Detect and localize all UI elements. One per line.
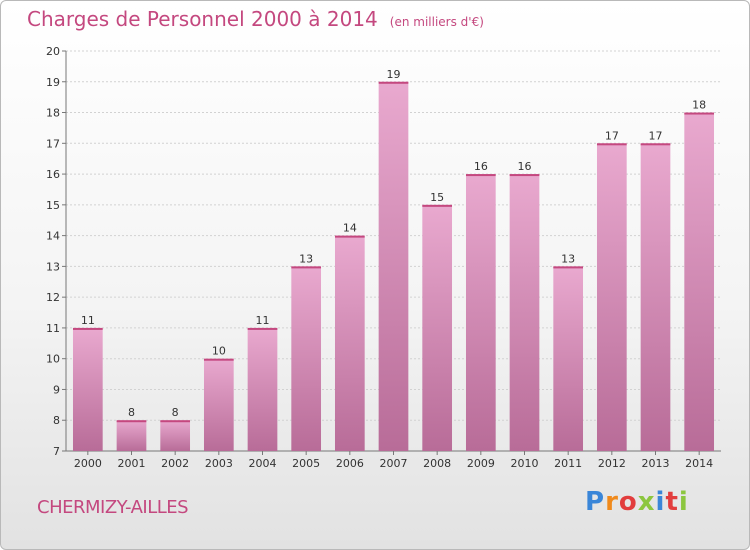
- x-tick-label: 2008: [423, 457, 451, 470]
- bar-top-edge: [596, 143, 627, 146]
- bar: [291, 266, 322, 451]
- bar: [553, 266, 584, 451]
- bar: [116, 420, 147, 451]
- x-tick-label: 2009: [467, 457, 495, 470]
- bar-top-edge: [378, 81, 409, 84]
- value-label: 8: [172, 406, 179, 419]
- y-tick-label: 14: [46, 230, 60, 243]
- value-label: 16: [474, 160, 488, 173]
- x-tick-labels: 2000 2001 2002 2003 2004 2005 2006 2007 2008 2009…: [74, 451, 713, 470]
- bar: [509, 174, 540, 452]
- y-tick-label: 10: [46, 353, 60, 366]
- x-tick-label: 2002: [161, 457, 189, 470]
- x-tick-label: 2014: [685, 457, 713, 470]
- bar-top-edge: [334, 235, 365, 238]
- x-tick-label: 2001: [118, 457, 146, 470]
- bar-top-edge: [116, 420, 147, 423]
- logo-letter: i: [655, 487, 666, 517]
- y-tick-label: 13: [46, 260, 60, 273]
- bar-top-edge: [640, 143, 671, 146]
- y-tick-labels: 7 8 9 10 11 12 13 14 15 16 17 18 19 20: [46, 45, 60, 458]
- value-label: 19: [387, 68, 401, 81]
- value-label: 8: [128, 406, 135, 419]
- value-label: 11: [81, 314, 95, 327]
- x-tick-label: 2005: [292, 457, 320, 470]
- y-tick-label: 20: [46, 45, 60, 58]
- value-labels: 11 8 8 10 11 13 14 19 15 16 16 13 17 17 18: [81, 68, 706, 419]
- bar: [247, 327, 278, 451]
- y-tick-label: 9: [53, 383, 60, 396]
- x-tick-label: 2003: [205, 457, 233, 470]
- logo-letter: o: [618, 487, 638, 517]
- value-label: 15: [430, 191, 444, 204]
- bar: [160, 420, 191, 451]
- bar-top-edge: [684, 112, 715, 115]
- x-tick-label: 2010: [511, 457, 539, 470]
- value-label: 17: [605, 129, 619, 142]
- logo-letter: P: [585, 487, 606, 517]
- bar-top-edge: [160, 420, 191, 423]
- value-label: 11: [256, 314, 270, 327]
- y-tick-label: 7: [53, 445, 60, 458]
- logo-letter: t: [665, 487, 679, 517]
- bar-top-edge: [465, 174, 496, 177]
- bar: [203, 358, 234, 451]
- y-tick-label: 18: [46, 107, 60, 120]
- chart-title-text: Charges de Personnel 2000 à 2014: [27, 7, 378, 31]
- bar-top-edge: [553, 266, 584, 269]
- y-tick-label: 17: [46, 137, 60, 150]
- logo-letter: r: [605, 487, 619, 517]
- y-tick-label: 8: [53, 414, 60, 427]
- bar: [640, 143, 671, 452]
- value-label: 10: [212, 345, 226, 358]
- bar: [465, 174, 496, 452]
- bar-top-edge: [509, 174, 540, 177]
- bar: [684, 112, 715, 452]
- bar: [334, 235, 365, 451]
- bar-top-edge: [422, 204, 453, 207]
- chart-title: Charges de Personnel 2000 à 2014 (en mill…: [27, 7, 484, 31]
- x-tick-label: 2000: [74, 457, 102, 470]
- chart-unit: (en milliers d'€): [389, 15, 484, 29]
- proxiti-logo: Proxiti: [585, 487, 689, 517]
- bar-top-edge: [203, 358, 234, 361]
- y-tick-label: 11: [46, 322, 60, 335]
- x-tick-label: 2007: [380, 457, 408, 470]
- commune-name: CHERMIZY-AILLES: [37, 497, 189, 518]
- logo-letter: i: [678, 487, 689, 517]
- value-label: 17: [649, 129, 663, 142]
- value-label: 13: [561, 252, 575, 265]
- y-tick-label: 16: [46, 168, 60, 181]
- bar: [378, 81, 409, 452]
- bar: [422, 204, 453, 451]
- value-label: 14: [343, 222, 357, 235]
- x-tick-label: 2012: [598, 457, 626, 470]
- x-tick-label: 2006: [336, 457, 364, 470]
- y-tick-label: 12: [46, 291, 60, 304]
- y-tick-label: 15: [46, 199, 60, 212]
- bars: [72, 81, 715, 452]
- bar: [596, 143, 627, 452]
- value-label: 18: [692, 99, 706, 112]
- x-tick-label: 2011: [554, 457, 582, 470]
- value-label: 16: [518, 160, 532, 173]
- logo-letter: x: [637, 487, 656, 517]
- y-tick-label: 19: [46, 76, 60, 89]
- value-label: 13: [299, 252, 313, 265]
- x-tick-label: 2013: [642, 457, 670, 470]
- bar-top-edge: [72, 327, 103, 330]
- bar-top-edge: [291, 266, 322, 269]
- bar: [72, 327, 103, 451]
- bar-top-edge: [247, 327, 278, 330]
- x-tick-label: 2004: [249, 457, 277, 470]
